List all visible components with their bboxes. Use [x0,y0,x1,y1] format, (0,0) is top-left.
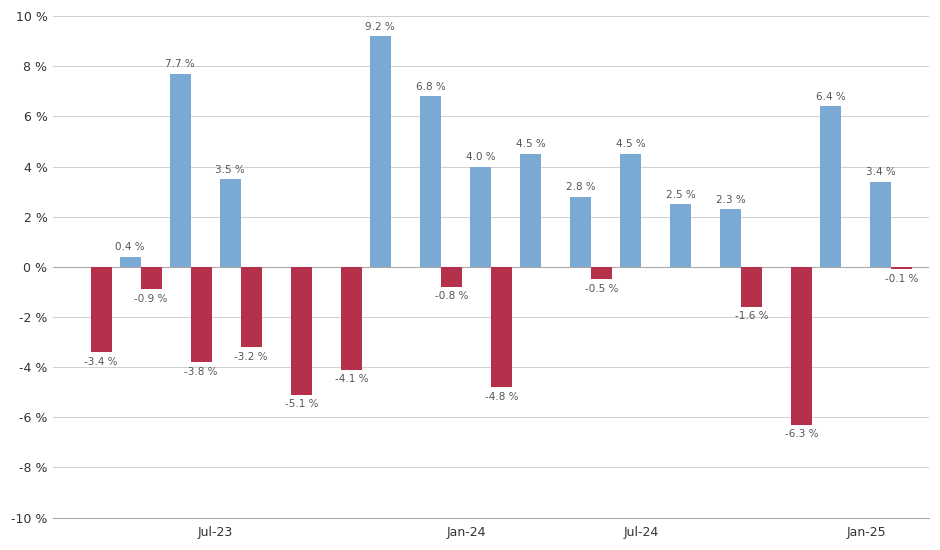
Bar [220,179,241,267]
Bar [470,167,491,267]
Text: 7.7 %: 7.7 % [165,59,195,69]
Text: -6.3 %: -6.3 % [785,430,819,439]
Bar [241,267,261,347]
Text: -0.1 %: -0.1 % [885,274,918,284]
Text: -0.9 %: -0.9 % [134,294,168,304]
Bar [891,267,913,270]
Text: 2.5 %: 2.5 % [666,190,696,200]
Bar [141,267,162,289]
Bar [791,267,812,425]
Bar [169,74,191,267]
Bar [720,209,742,267]
Text: 3.4 %: 3.4 % [866,167,896,177]
Bar [369,36,391,267]
Text: -0.8 %: -0.8 % [434,292,468,301]
Text: -1.6 %: -1.6 % [735,311,769,321]
Text: -4.1 %: -4.1 % [335,374,368,384]
Bar [821,106,841,267]
Bar [670,204,691,267]
Bar [491,267,512,387]
Text: 3.5 %: 3.5 % [215,164,245,174]
Text: 4.5 %: 4.5 % [516,140,545,150]
Text: 9.2 %: 9.2 % [366,21,395,32]
Bar [441,267,462,287]
Text: 2.3 %: 2.3 % [716,195,745,205]
Text: -5.1 %: -5.1 % [285,399,318,409]
Text: -4.8 %: -4.8 % [485,392,518,402]
Text: -3.2 %: -3.2 % [234,351,268,361]
Text: 2.8 %: 2.8 % [566,182,595,192]
Text: 4.5 %: 4.5 % [616,140,646,150]
Text: 6.8 %: 6.8 % [415,82,446,92]
Text: 6.4 %: 6.4 % [816,92,846,102]
Bar [870,182,891,267]
Text: -3.8 %: -3.8 % [184,367,218,377]
Bar [341,267,362,370]
Bar [620,154,641,267]
Text: 4.0 %: 4.0 % [465,152,495,162]
Text: 0.4 %: 0.4 % [116,243,145,252]
Bar [570,197,591,267]
Bar [742,267,762,307]
Text: -3.4 %: -3.4 % [85,356,118,367]
Bar [520,154,541,267]
Bar [420,96,441,267]
Bar [90,267,112,352]
Bar [191,267,212,362]
Bar [591,267,612,279]
Text: -0.5 %: -0.5 % [585,284,619,294]
Bar [290,267,312,395]
Bar [119,257,141,267]
